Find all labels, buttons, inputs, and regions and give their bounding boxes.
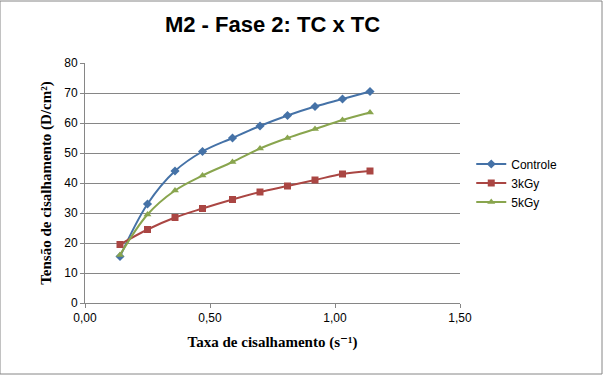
svg-text:0: 0 (71, 296, 78, 310)
svg-text:3kGy: 3kGy (511, 177, 539, 191)
svg-text:10: 10 (64, 266, 78, 280)
svg-text:30: 30 (64, 206, 78, 220)
svg-text:60: 60 (64, 116, 78, 130)
svg-text:M2 - Fase 2: TC x TC: M2 - Fase 2: TC x TC (165, 12, 380, 37)
svg-text:0,50: 0,50 (198, 311, 222, 325)
svg-text:Controle: Controle (511, 158, 557, 172)
svg-text:1,00: 1,00 (323, 311, 347, 325)
svg-text:50: 50 (64, 146, 78, 160)
svg-text:40: 40 (64, 176, 78, 190)
svg-text:20: 20 (64, 236, 78, 250)
svg-text:Tensão de cisalhamento (D/cm²): Tensão de cisalhamento (D/cm²) (38, 81, 55, 285)
svg-text:70: 70 (64, 86, 78, 100)
svg-text:5kGy: 5kGy (511, 196, 539, 210)
svg-text:1,50: 1,50 (448, 311, 472, 325)
svg-text:0,00: 0,00 (73, 311, 97, 325)
svg-text:Taxa de cisalhamento (s⁻¹): Taxa de cisalhamento (s⁻¹) (188, 334, 358, 351)
svg-text:80: 80 (64, 56, 78, 70)
